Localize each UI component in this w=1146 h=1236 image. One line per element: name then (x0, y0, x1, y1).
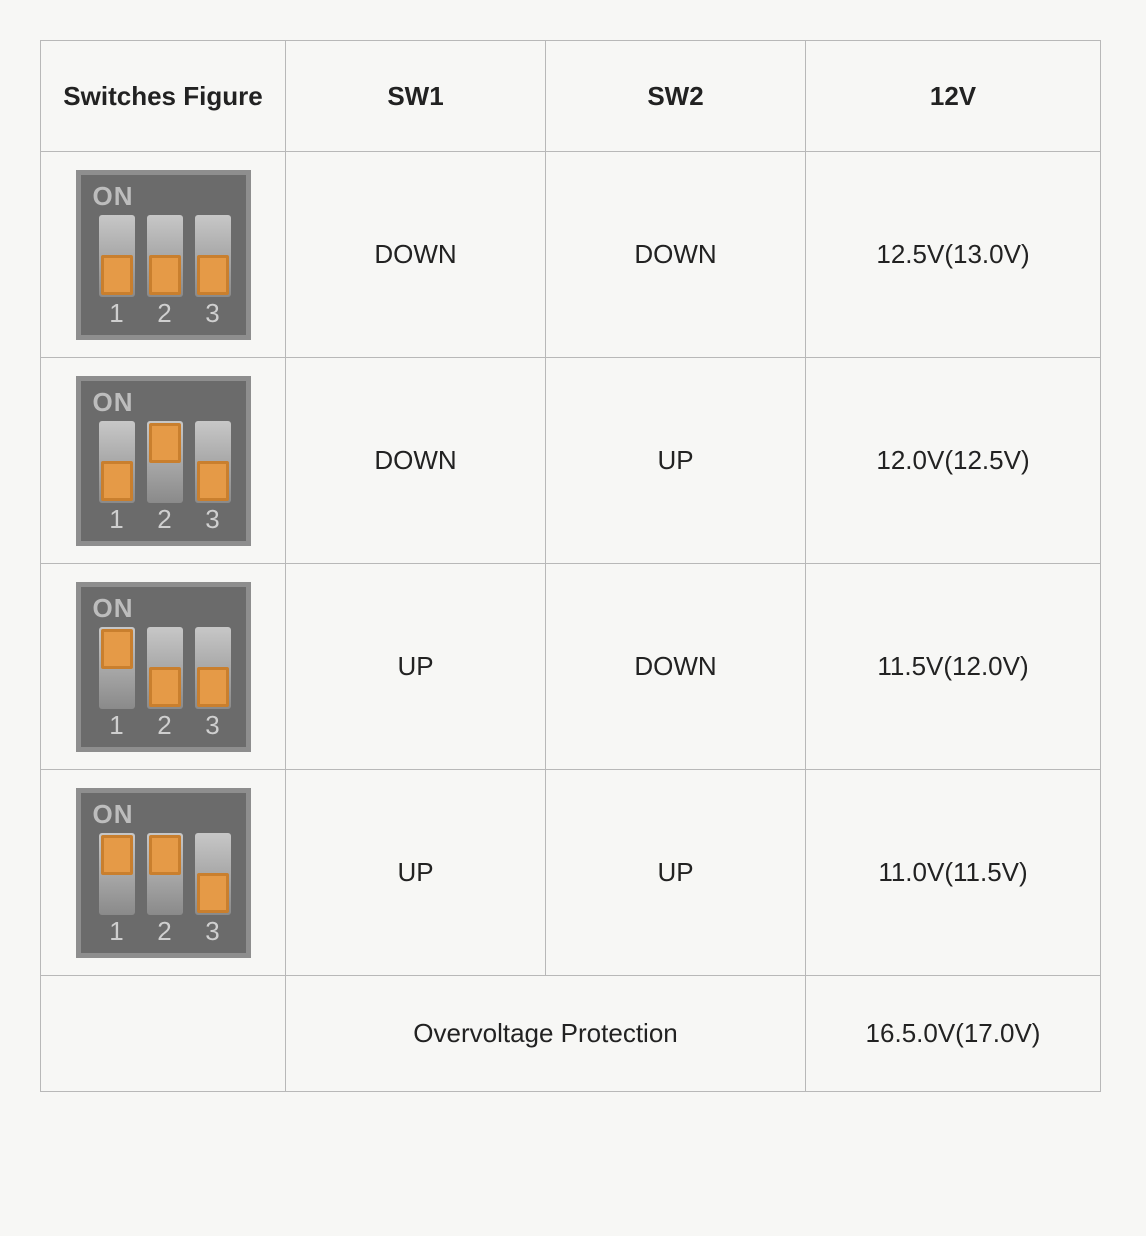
dip-handle-2 (149, 667, 181, 707)
header-sw2: SW2 (546, 41, 806, 152)
dip-handle-2 (149, 255, 181, 295)
dip-slot-2 (147, 215, 183, 297)
cell-sw2: DOWN (546, 564, 806, 770)
dip-num-3: 3 (195, 298, 231, 329)
footer-figure-empty (41, 976, 286, 1092)
cell-figure: ON 123 (41, 152, 286, 358)
dip-slot-3 (195, 627, 231, 709)
dip-switch-icon: ON 123 (76, 582, 251, 752)
dip-slot-3 (195, 421, 231, 503)
dip-num-2: 2 (147, 504, 183, 535)
table-row: ON 123 UPDOWN11.5V(12.0V) (41, 564, 1101, 770)
dip-num-1: 1 (99, 298, 135, 329)
dip-num-1: 1 (99, 504, 135, 535)
dip-num-2: 2 (147, 298, 183, 329)
table-row: ON 123 DOWNUP12.0V(12.5V) (41, 358, 1101, 564)
dip-handle-3 (197, 255, 229, 295)
header-volt: 12V (806, 41, 1101, 152)
dip-handle-1 (101, 461, 133, 501)
dip-num-3: 3 (195, 710, 231, 741)
dip-slot-2 (147, 421, 183, 503)
cell-figure: ON 123 (41, 358, 286, 564)
dip-slot-2 (147, 627, 183, 709)
dip-num-1: 1 (99, 916, 135, 947)
dip-switch-icon: ON 123 (76, 170, 251, 340)
dip-handle-1 (101, 629, 133, 669)
cell-volt: 12.5V(13.0V) (806, 152, 1101, 358)
dip-num-3: 3 (195, 504, 231, 535)
cell-volt: 11.0V(11.5V) (806, 770, 1101, 976)
dip-switch-icon: ON 123 (76, 788, 251, 958)
cell-figure: ON 123 (41, 564, 286, 770)
cell-sw2: UP (546, 358, 806, 564)
dip-switch-table: Switches Figure SW1 SW2 12V ON123DOWNDOW… (40, 40, 1101, 1092)
dip-handle-3 (197, 461, 229, 501)
dip-handle-1 (101, 835, 133, 875)
dip-slot-3 (195, 215, 231, 297)
header-row: Switches Figure SW1 SW2 12V (41, 41, 1101, 152)
cell-sw1: DOWN (286, 358, 546, 564)
table-row: ON123DOWNDOWN12.5V(13.0V) (41, 152, 1101, 358)
dip-slot-1 (99, 833, 135, 915)
footer-row: Overvoltage Protection 16.5.0V(17.0V) (41, 976, 1101, 1092)
header-figure: Switches Figure (41, 41, 286, 152)
dip-slot-1 (99, 215, 135, 297)
dip-handle-2 (149, 423, 181, 463)
dip-on-label: ON (93, 593, 134, 624)
cell-volt: 12.0V(12.5V) (806, 358, 1101, 564)
dip-on-label: ON (93, 181, 134, 212)
dip-switch-icon: ON 123 (76, 376, 251, 546)
table-row: ON123UPUP11.0V(11.5V) (41, 770, 1101, 976)
cell-figure: ON 123 (41, 770, 286, 976)
dip-handle-3 (197, 667, 229, 707)
cell-sw2: UP (546, 770, 806, 976)
dip-num-1: 1 (99, 710, 135, 741)
cell-sw1: DOWN (286, 152, 546, 358)
footer-label: Overvoltage Protection (286, 976, 806, 1092)
dip-num-2: 2 (147, 916, 183, 947)
dip-slot-2 (147, 833, 183, 915)
cell-sw1: UP (286, 770, 546, 976)
cell-sw1: UP (286, 564, 546, 770)
dip-slot-3 (195, 833, 231, 915)
dip-slot-1 (99, 627, 135, 709)
dip-num-3: 3 (195, 916, 231, 947)
dip-handle-3 (197, 873, 229, 913)
dip-on-label: ON (93, 799, 134, 830)
cell-sw2: DOWN (546, 152, 806, 358)
header-sw1: SW1 (286, 41, 546, 152)
dip-on-label: ON (93, 387, 134, 418)
dip-handle-2 (149, 835, 181, 875)
dip-num-2: 2 (147, 710, 183, 741)
dip-handle-1 (101, 255, 133, 295)
dip-slot-1 (99, 421, 135, 503)
footer-volt: 16.5.0V(17.0V) (806, 976, 1101, 1092)
cell-volt: 11.5V(12.0V) (806, 564, 1101, 770)
